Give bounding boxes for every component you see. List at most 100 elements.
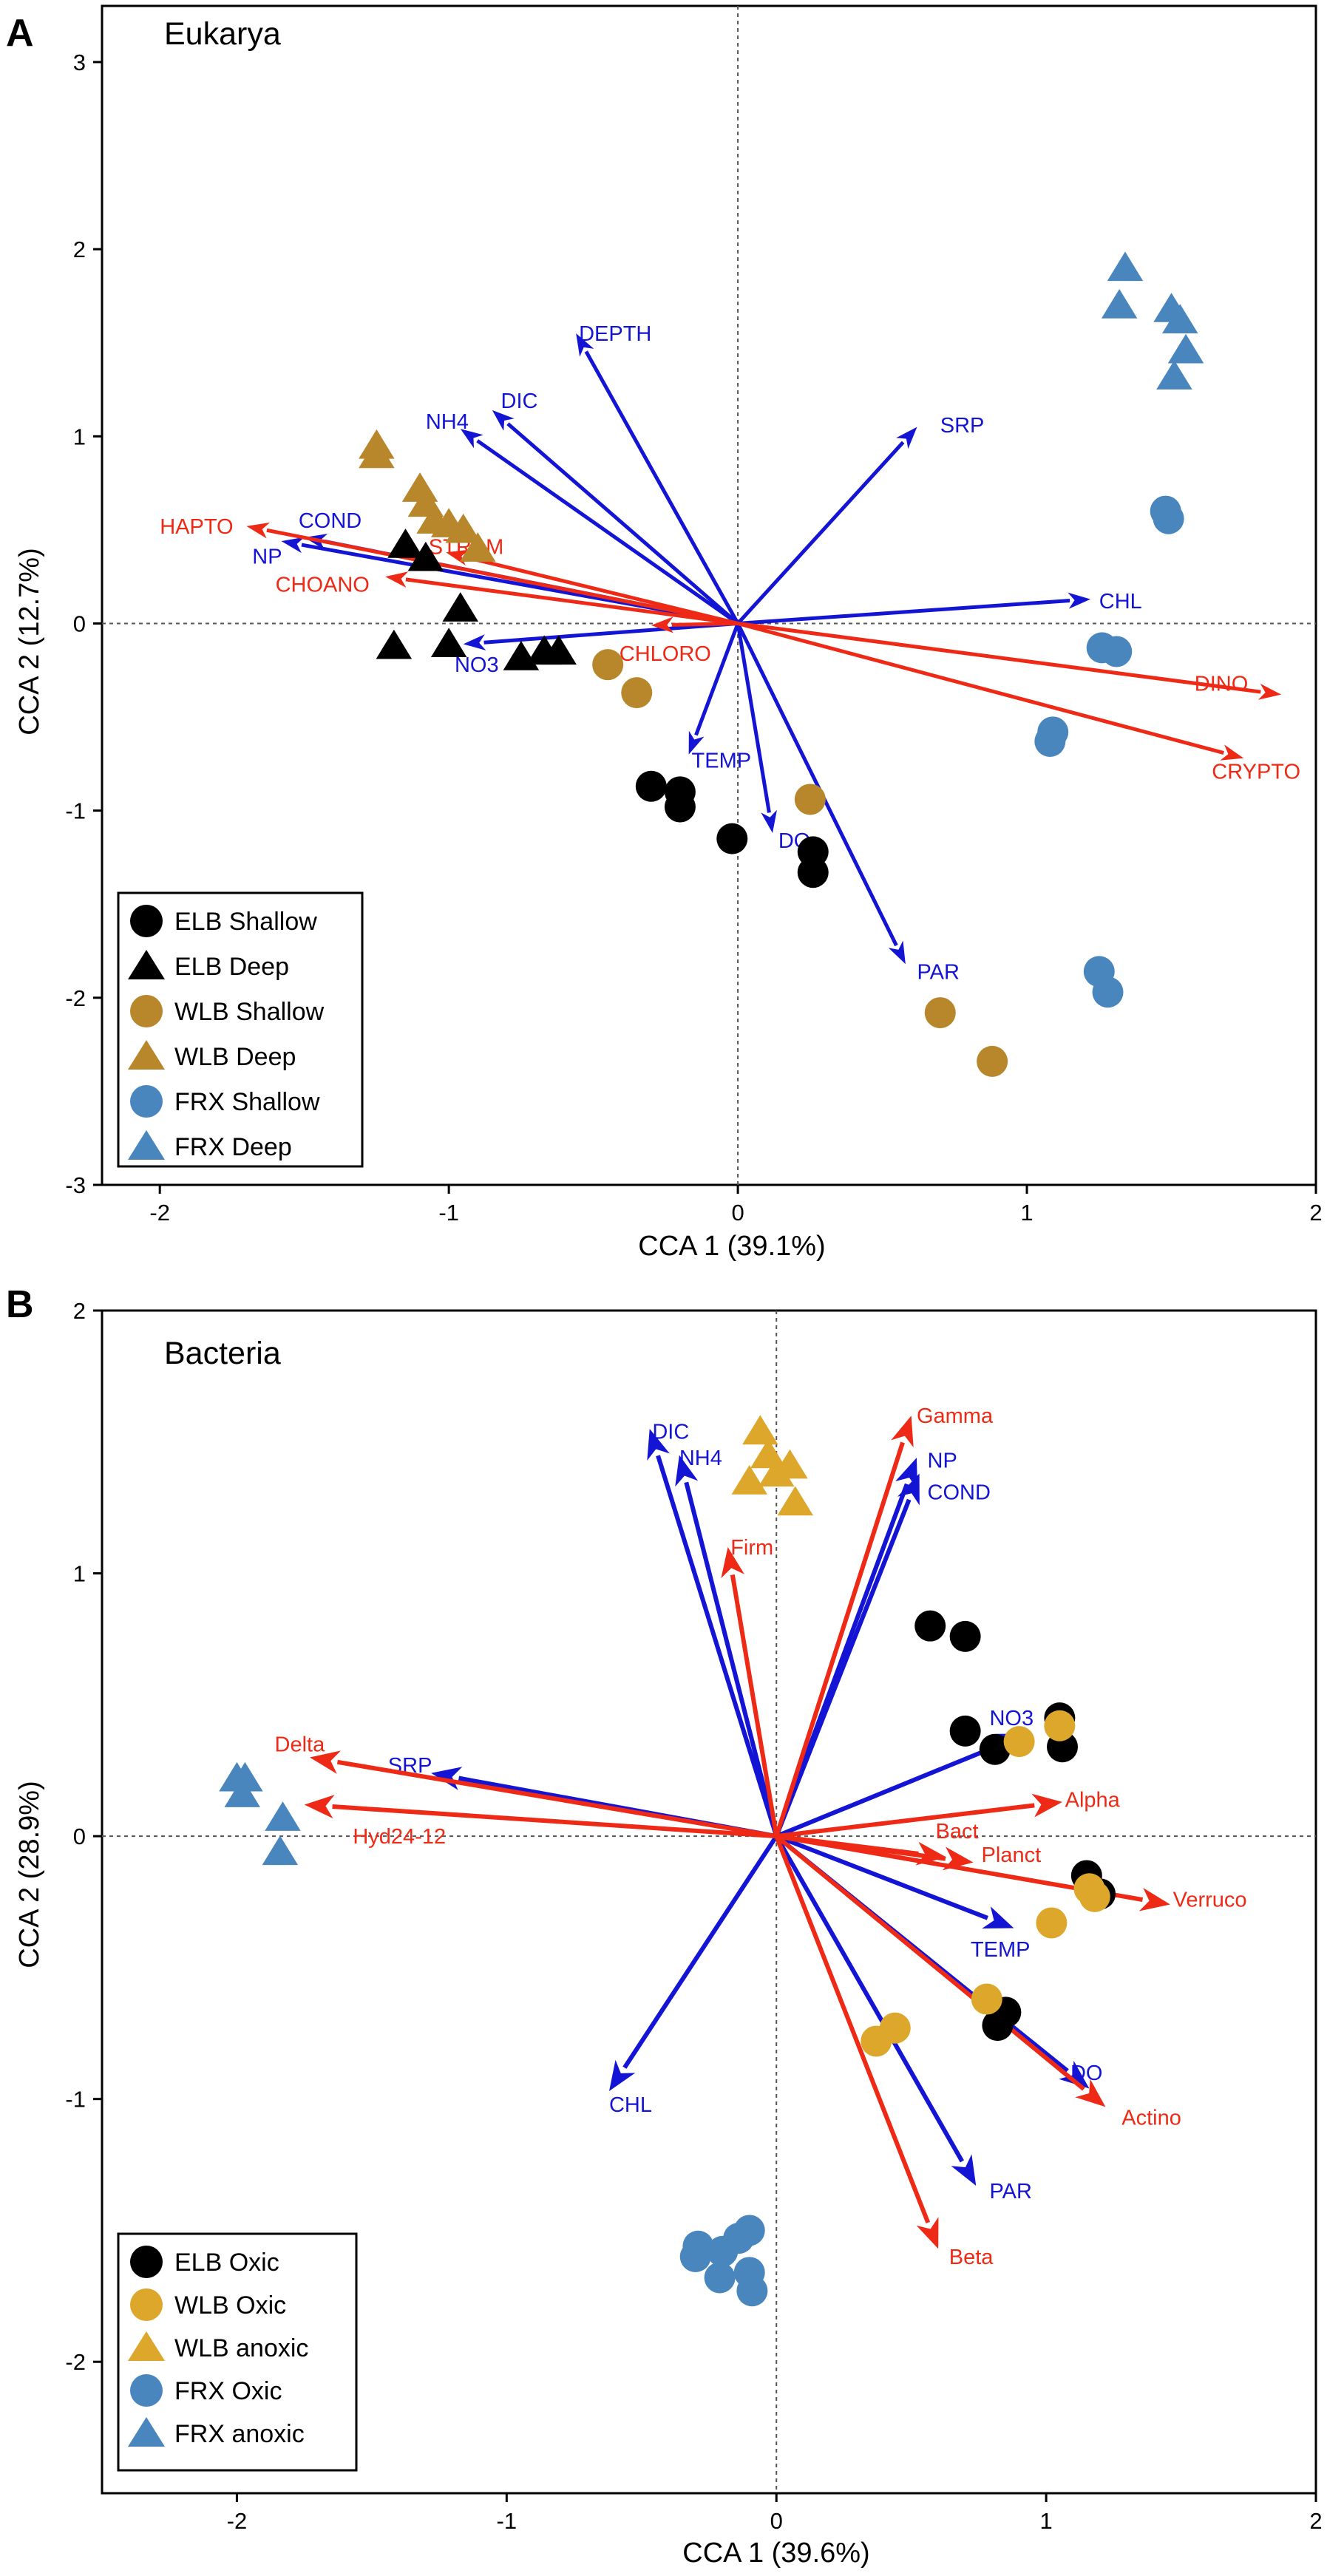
panel-b-point-frx-oxic — [733, 2215, 765, 2246]
panel-a-y-tick-label: -2 — [65, 985, 86, 1011]
panel-a-arrow-label-temp: TEMP — [692, 749, 752, 772]
panel-b-point-elb-oxic — [949, 1620, 981, 1652]
panel-b-arrow-hyd24-12: Hyd24-12 — [304, 1795, 777, 1849]
panel-a-legend-symbol — [128, 950, 165, 979]
panel-a-y-axis-label: CCA 2 (12.7%) — [14, 548, 45, 735]
panel-a-arrow-label-depth: DEPTH — [579, 322, 651, 346]
panel-a-point-wlb-shallow — [794, 784, 826, 815]
panel-b-arrow-head — [916, 2217, 939, 2249]
panel-a-arrow-head — [761, 809, 777, 834]
panel-a-arrow-label-chloro: CHLORO — [620, 642, 711, 666]
panel-a-y-tick-label: -3 — [65, 1172, 86, 1198]
panel-b-arrow-shaft — [774, 1835, 965, 2163]
panel-a-point-frx-deep — [1107, 251, 1144, 282]
panel-a-arrow-head — [492, 409, 515, 431]
panel-a-arrow-shaft — [483, 621, 739, 645]
panel-a-arrow-label-par: PAR — [917, 960, 959, 984]
panel-a-arrow-head — [688, 730, 705, 755]
panel-a-arrow-head — [281, 537, 305, 554]
panel-b-arrow-shaft — [776, 1834, 988, 1920]
panel-b-legend-symbol — [130, 2374, 163, 2407]
panel-a-point-wlb-shallow — [592, 649, 624, 681]
panel-b-x-axis-label: CCA 1 (39.6%) — [682, 2538, 869, 2569]
panel-a-point-wlb-shallow — [977, 1045, 1008, 1077]
panel-a-legend-symbol — [130, 1085, 163, 1118]
panel-a-arrow-shaft — [694, 622, 740, 736]
panel-b-arrow-nh4: NH4 — [675, 1447, 779, 1837]
panel-a-arrow-chloro: CHLORO — [620, 616, 739, 666]
panel-a-point-elb-deep — [430, 628, 467, 657]
panel-b-arrow-head — [897, 1473, 920, 1506]
panel-b-arrow-head — [1031, 1793, 1063, 1818]
panel-a-arrow-shaft — [737, 621, 1261, 694]
panel-a-x-tick-label: 1 — [1020, 1200, 1033, 1226]
panel-b-arrow-head — [1059, 2060, 1090, 2089]
panel-b-legend-symbol — [130, 2246, 163, 2278]
panel-b-points — [219, 1415, 1116, 2307]
panel-a-point-frx-deep — [1167, 333, 1204, 364]
panel-b-arrow-head — [721, 1547, 744, 1579]
panel-a-point-frx-deep — [1161, 304, 1198, 333]
panel-a-point-elb-deep — [540, 635, 577, 665]
panel-b-arrow-head — [982, 1906, 1014, 1929]
panel-b-point-wlb-oxic — [1036, 1907, 1068, 1939]
panel-b-point-frx-oxic — [704, 2262, 736, 2294]
panel-b-x-tick-label: -1 — [497, 2508, 517, 2534]
panel-b-arrow-shaft — [332, 1804, 777, 1839]
panel-a: A Eukarya -2 -1 0 1 2 -3 -2 -1 0 1 2 3 DEPTH NH4 DIC S… — [6, 4, 1323, 1262]
panel-a-arrow-depth: DEPTH — [576, 322, 740, 625]
panel-b-legend-symbol — [128, 2331, 165, 2361]
panel-b-arrow-label-nh4: NH4 — [679, 1447, 722, 1470]
panel-a-legend-label: ELB Deep — [174, 953, 289, 981]
panel-a-y-tick-label: 3 — [73, 50, 86, 75]
panel-a-point-elb-deep — [442, 592, 479, 622]
panel-b-point-wlb-anoxic — [731, 1465, 767, 1495]
panel-b-y-axis-label: CCA 2 (28.9%) — [14, 1781, 45, 1968]
panel-a-point-frx-shallow — [1153, 503, 1184, 534]
panel-b-point-frx-anoxic — [224, 1778, 260, 1807]
panel-b-legend-label: FRX anoxic — [174, 2420, 305, 2448]
panel-b-point-wlb-oxic — [861, 2025, 892, 2057]
panel-b-arrow-head — [647, 1429, 670, 1461]
panel-a-arrow-srp: SRP — [736, 414, 985, 625]
panel-b-arrow-label-dic: DIC — [652, 1421, 689, 1444]
panel-b-legend-label: ELB Oxic — [174, 2249, 279, 2277]
panel-b-title: Bacteria — [164, 1336, 281, 1371]
panel-b-point-elb-oxic — [949, 1715, 981, 1747]
panel-b-arrow-cond: COND — [774, 1473, 991, 1838]
panel-a-plot-frame — [101, 4, 1317, 1186]
panel-a-point-elb-deep — [376, 629, 413, 659]
panel-a-x-axis-label: CCA 1 (39.1%) — [638, 1231, 825, 1262]
panel-b-point-elb-oxic — [979, 1733, 1011, 1765]
panel-a-arrow-no3: NO3 — [455, 621, 739, 677]
panel-a-point-elb-shallow — [716, 823, 748, 854]
panel-a-arrow-head — [1068, 592, 1091, 609]
panel-a-arrow-label-srp: SRP — [940, 414, 985, 438]
panel-a-arrow-label-hapto: HAPTO — [160, 515, 233, 539]
panel-a-arrow-head — [651, 616, 674, 633]
panel-a-arrow-head — [1258, 683, 1282, 700]
panel-a-arrow-shaft — [737, 598, 1070, 625]
panel-a-arrow-crypto: CRYPTO — [737, 622, 1300, 784]
panel-a-point-elb-shallow — [635, 770, 667, 802]
panel-a-x-tick-label: 2 — [1309, 1200, 1322, 1226]
panel-a-points — [359, 251, 1204, 1077]
panel-b-point-frx-oxic — [736, 2275, 768, 2307]
panel-b-arrow-label-temp: TEMP — [971, 1938, 1031, 1962]
panel-a-legend-label: WLB Deep — [174, 1043, 296, 1071]
panel-a-arrow-head — [246, 522, 271, 539]
panel-b-arrow-label-alpha: Alpha — [1065, 1788, 1121, 1812]
panel-a-arrow-label-dic: DIC — [501, 390, 538, 413]
panel-b-point-wlb-anoxic — [742, 1415, 778, 1445]
panel-b-arrow-shaft — [656, 1455, 779, 1838]
panel-a-arrow-shaft — [736, 441, 905, 625]
panel-a-point-wlb-deep — [445, 513, 481, 543]
panel-b-arrow-label-planct: Planct — [982, 1843, 1042, 1867]
panel-a-arrow-chl: CHL — [737, 590, 1142, 625]
panel-a-arrow-shaft — [736, 623, 771, 813]
panel-a-arrow-dic: DIC — [492, 390, 739, 625]
panel-b-x-tick-label: 1 — [1039, 2508, 1052, 2534]
panel-a-legend: ELB Shallow ELB Deep WLB Shallow WLB Deep FR… — [117, 891, 364, 1168]
panel-b-arrow-label-delta: Delta — [275, 1733, 326, 1757]
